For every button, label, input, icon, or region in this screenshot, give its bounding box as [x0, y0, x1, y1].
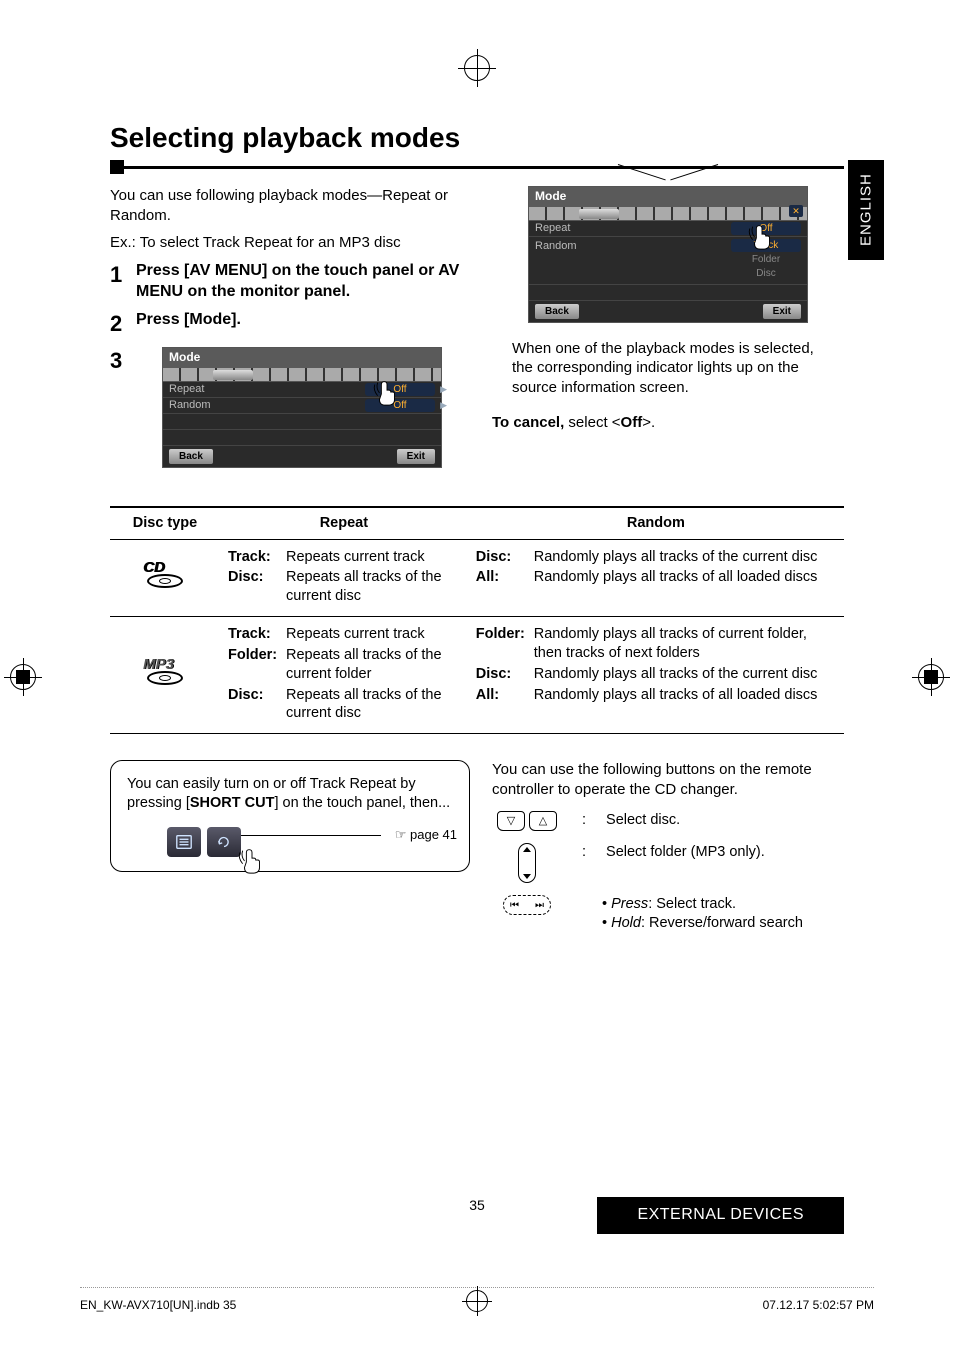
registration-mark-bottom	[466, 1290, 488, 1312]
th-random: Random	[468, 507, 844, 539]
mode-b-folder-option[interactable]: Folder	[731, 253, 801, 266]
title-rule	[110, 160, 844, 174]
mode-a-exit-button[interactable]: Exit	[397, 449, 435, 464]
remote-folder-desc: Select folder (MP3 only).	[606, 843, 844, 862]
intro-p2: Ex.: To select Track Repeat for an MP3 d…	[110, 233, 462, 253]
footer-file: EN_KW-AVX710[UN].indb 35	[80, 1298, 236, 1314]
mode-a-random-label: Random	[169, 398, 365, 412]
mode-panel-b-title: Mode	[529, 187, 807, 207]
mode-b-disc-option[interactable]: Disc	[731, 267, 801, 280]
repeat-icon-button[interactable]	[207, 827, 241, 857]
cd-icon: CD	[137, 560, 193, 590]
th-disc-type: Disc type	[110, 507, 220, 539]
cancel-text: To cancel, select <Off>.	[492, 413, 844, 433]
mode-b-random-label: Random	[535, 239, 731, 253]
step-3-num: 3	[110, 347, 136, 468]
disc-down-button[interactable]: ▽	[497, 811, 525, 831]
list-icon-button[interactable]	[167, 827, 201, 857]
step-1: 1 Press [AV MENU] on the touch panel or …	[110, 261, 462, 303]
track-prevnext-button[interactable]: ⏮⏭	[503, 895, 551, 915]
registration-mark-left	[10, 664, 36, 690]
pointer-hand-icon	[372, 377, 402, 407]
intro-p1: You can use following playback modes—Rep…	[110, 186, 462, 225]
mode-panel-b-tabs	[529, 207, 807, 221]
footer-timestamp: 07.12.17 5:02:57 PM	[763, 1298, 874, 1314]
remote-intro: You can use the following buttons on the…	[492, 760, 844, 799]
mp3-icon: MP3	[137, 657, 193, 687]
mode-b-exit-button[interactable]: Exit	[763, 304, 801, 319]
modes-table: Disc type Repeat Random CD Track:Repeats…	[110, 506, 844, 735]
section-footer: EXTERNAL DEVICES	[597, 1197, 844, 1234]
language-tab: ENGLISH	[848, 160, 884, 260]
remote-row-folder: : Select folder (MP3 only).	[492, 843, 844, 883]
after-panel-text: When one of the playback modes is select…	[512, 339, 824, 398]
remote-track-hold: Hold: Reverse/forward search	[602, 914, 844, 933]
mode-panel-a: Mode Repeat Off▶ Random Off▶ Back	[162, 347, 442, 468]
folder-updown-button[interactable]	[518, 843, 536, 883]
page-number: 35	[469, 1196, 485, 1214]
remote-row-disc: ▽ △ : Select disc.	[492, 811, 844, 831]
step-3: 3 Mode Repeat Off▶ Random Off▶	[110, 347, 462, 468]
remote-track-press: Press: Select track.	[602, 895, 844, 914]
mode-b-back-button[interactable]: Back	[535, 304, 579, 319]
table-row: MP3 Track:Repeats current track Folder:R…	[110, 617, 844, 734]
step-2: 2 Press [Mode].	[110, 310, 462, 339]
step-1-text: Press [AV MENU] on the touch panel or AV…	[136, 261, 462, 303]
mode-b-close-button[interactable]: ✕	[789, 205, 803, 217]
shortcut-callout: You can easily turn on or off Track Repe…	[110, 760, 470, 872]
registration-mark-right	[918, 664, 944, 690]
th-repeat: Repeat	[220, 507, 468, 539]
mode-a-back-button[interactable]: Back	[169, 449, 213, 464]
step-2-text: Press [Mode].	[136, 310, 241, 339]
remote-disc-desc: Select disc.	[606, 811, 844, 830]
mode-panel-b: Mode ✕ Repeat Off Random Track Folder Di…	[528, 186, 808, 323]
table-row: CD Track:Repeats current track Disc:Repe…	[110, 539, 844, 617]
footer-meta: EN_KW-AVX710[UN].indb 35 07.12.17 5:02:5…	[80, 1287, 874, 1314]
step-1-num: 1	[110, 261, 136, 303]
callout-lines	[618, 164, 718, 182]
remote-row-track: ⏮⏭ Press: Select track. Hold: Reverse/fo…	[492, 895, 844, 933]
mode-a-repeat-label: Repeat	[169, 382, 365, 396]
mode-panel-a-title: Mode	[163, 348, 441, 368]
shortcut-text: You can easily turn on or off Track Repe…	[127, 776, 450, 811]
disc-up-button[interactable]: △	[529, 811, 557, 831]
mode-b-repeat-label: Repeat	[535, 221, 731, 235]
pointer-hand-icon	[747, 221, 777, 251]
step-2-num: 2	[110, 310, 136, 339]
page-title: Selecting playback modes	[110, 120, 844, 156]
registration-mark-top	[464, 55, 490, 81]
pointer-hand-icon	[237, 845, 267, 875]
